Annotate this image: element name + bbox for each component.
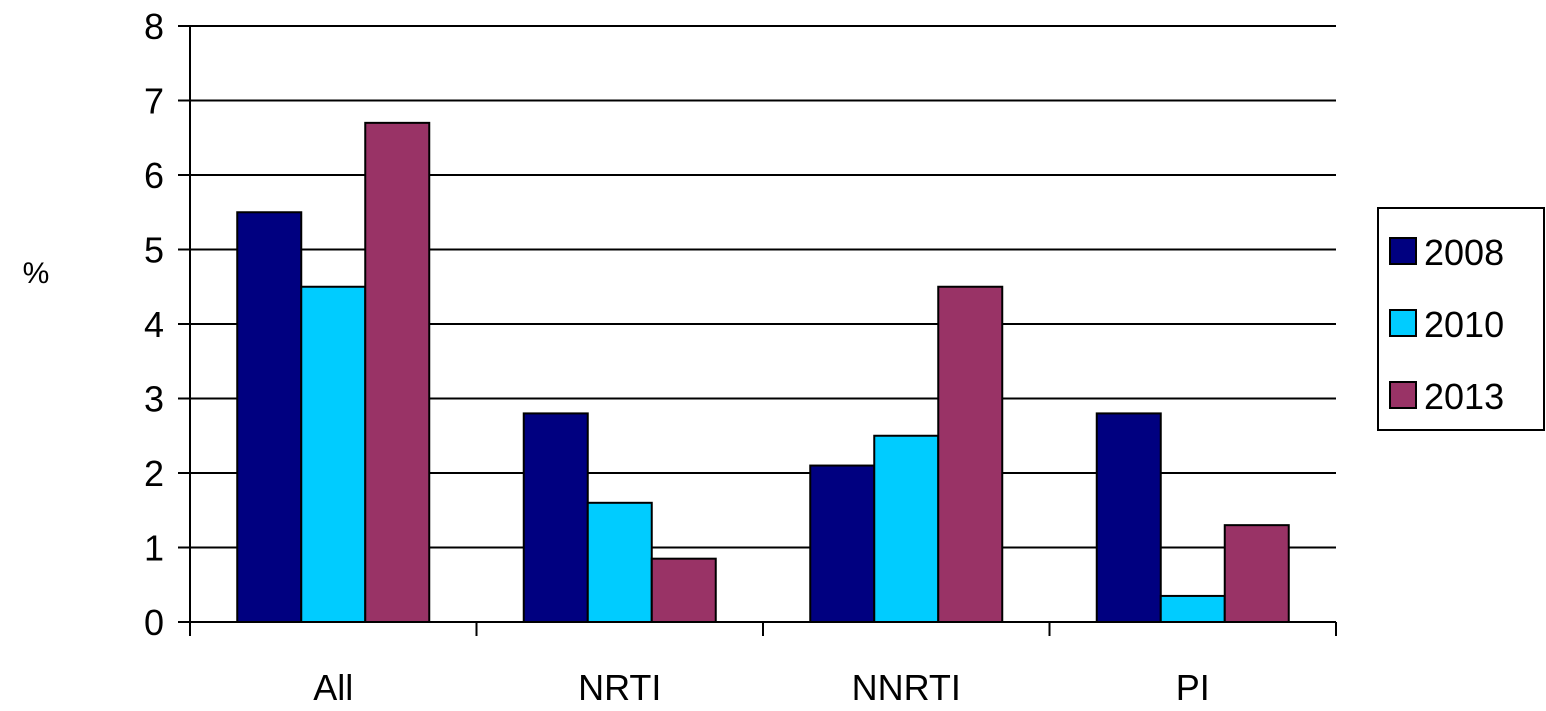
bar-2010-NNRTI bbox=[873, 434, 940, 623]
y-tick-label: 2 bbox=[144, 453, 164, 494]
legend-swatch bbox=[1389, 381, 1417, 409]
y-tick-label: 1 bbox=[144, 528, 164, 569]
bar-2010-PI bbox=[1159, 594, 1226, 623]
axes bbox=[178, 25, 1337, 636]
legend-swatch bbox=[1389, 237, 1417, 265]
x-category-label: All bbox=[313, 667, 353, 708]
bar-2013-All bbox=[364, 121, 431, 623]
y-tick-label: 0 bbox=[144, 602, 164, 643]
y-tick-label: 8 bbox=[144, 6, 164, 47]
x-category-labels: All NRTI NNRTI PI bbox=[313, 667, 1210, 708]
legend-label: 2008 bbox=[1424, 232, 1504, 273]
bar-2008-NNRTI bbox=[809, 464, 876, 623]
x-category-label: NNRTI bbox=[852, 667, 961, 708]
bar-2008-NRTI bbox=[522, 412, 589, 623]
bar-2013-NRTI bbox=[650, 557, 717, 623]
legend-swatch bbox=[1389, 309, 1417, 337]
x-category-label: NRTI bbox=[578, 667, 661, 708]
y-axis-label: % bbox=[23, 257, 50, 290]
bar-2010-All bbox=[300, 285, 367, 623]
x-category-label: PI bbox=[1176, 667, 1210, 708]
y-tick-label: 6 bbox=[144, 155, 164, 196]
legend: 2008 2010 2013 bbox=[1377, 207, 1545, 431]
bars bbox=[236, 121, 1290, 624]
y-tick-label: 4 bbox=[144, 304, 164, 345]
bar-2010-NRTI bbox=[586, 501, 653, 623]
y-tick-label: 3 bbox=[144, 379, 164, 420]
bar-2008-PI bbox=[1095, 412, 1162, 623]
y-tick-labels: 0 1 2 3 4 5 6 7 8 bbox=[144, 6, 164, 643]
bar-2008-All bbox=[236, 211, 303, 623]
y-tick-label: 5 bbox=[144, 230, 164, 271]
bar-2013-NNRTI bbox=[937, 285, 1004, 623]
legend-label: 2010 bbox=[1424, 304, 1504, 345]
y-tick-label: 7 bbox=[144, 81, 164, 122]
bar-2013-PI bbox=[1223, 524, 1290, 624]
legend-label: 2013 bbox=[1424, 376, 1504, 417]
